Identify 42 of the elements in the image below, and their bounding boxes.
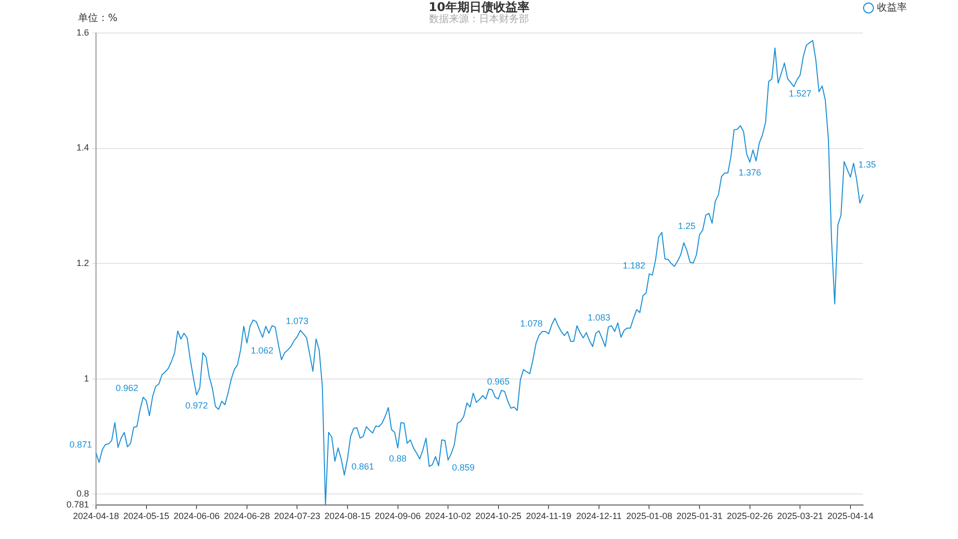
x-tick-label: 2024-06-06 xyxy=(174,510,220,521)
data-label: 0.972 xyxy=(185,400,208,410)
x-tick-label: 2024-09-06 xyxy=(374,510,421,521)
data-label: 0.88 xyxy=(389,453,407,464)
x-tick-label: 2024-08-15 xyxy=(324,510,370,521)
data-label: 0.962 xyxy=(116,383,138,394)
data-label: 1.25 xyxy=(678,221,696,232)
x-tick-label: 2024-10-02 xyxy=(425,510,472,521)
x-tick-label: 2024-11-19 xyxy=(526,510,572,521)
x-tick-label: 2025-01-08 xyxy=(626,510,672,521)
data-label: 1.078 xyxy=(520,318,543,328)
data-label: 1.527 xyxy=(788,88,812,99)
y-tick-label: 0.8 xyxy=(76,488,89,499)
x-tick-label: 2024-10-25 xyxy=(475,510,522,521)
data-label: 0.859 xyxy=(452,462,475,473)
x-tick-label: 2025-01-31 xyxy=(676,510,723,521)
x-tick-label: 2024-12-11 xyxy=(576,510,622,521)
legend-label: 收益率 xyxy=(877,2,907,14)
data-label: 1.182 xyxy=(622,260,646,270)
data-label: 1.376 xyxy=(738,168,762,178)
x-tick-label: 2024-07-23 xyxy=(274,510,320,521)
y-tick-label: 0.781 xyxy=(66,499,89,510)
y-tick-label: 1 xyxy=(84,373,89,384)
x-tick-label: 2024-04-18 xyxy=(72,510,120,521)
data-label: 1.062 xyxy=(250,346,274,356)
x-tick-label: 2024-05-15 xyxy=(123,510,170,521)
data-label: 0.871 xyxy=(69,440,92,450)
chart-subtitle: 数据来源：日本财务部 xyxy=(429,14,529,25)
x-tick-label: 2025-04-14 xyxy=(827,510,874,521)
data-label: 0.861 xyxy=(351,461,374,472)
x-tick-label: 2024-06-28 xyxy=(224,510,270,521)
data-label: 0.965 xyxy=(487,376,510,386)
y-axis-title: 单位：% xyxy=(78,13,118,25)
chart-title: 10年期日债收益率 xyxy=(428,0,530,14)
y-tick-label: 1.6 xyxy=(76,27,89,38)
y-tick-label: 1.2 xyxy=(76,258,89,268)
data-label: 1.35 xyxy=(858,160,876,170)
data-label: 1.083 xyxy=(588,312,610,322)
x-tick-label: 2025-03-21 xyxy=(777,510,824,521)
y-tick-label: 1.4 xyxy=(76,142,89,153)
x-tick-label: 2025-02-26 xyxy=(726,510,773,521)
data-label: 1.073 xyxy=(286,316,308,326)
